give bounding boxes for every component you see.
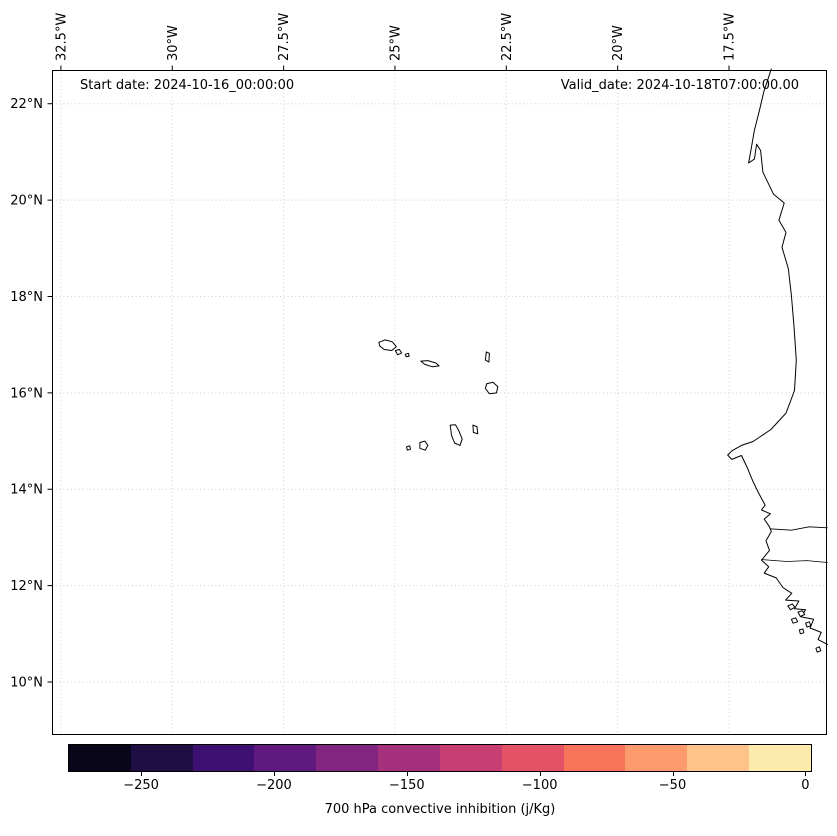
lon-tick-label: 20°W xyxy=(611,25,626,61)
lon-tick-label: 22.5°W xyxy=(500,13,515,61)
coastline-cape-verde-island xyxy=(420,360,440,368)
colorbar-segment xyxy=(749,745,811,771)
lat-tick-label: 10°N xyxy=(10,675,43,690)
colorbar-segment xyxy=(563,745,626,771)
coastline-africa xyxy=(727,68,828,645)
lon-tick-label: 27.5°W xyxy=(277,13,292,61)
lat-tick-label: 22°N xyxy=(10,97,43,112)
colorbar-segment xyxy=(687,745,750,771)
lat-tick-label: 12°N xyxy=(10,579,43,594)
colorbar-tick-label: 0 xyxy=(801,778,810,793)
coastline-cape-verde-island xyxy=(472,424,479,435)
colorbar-segment xyxy=(130,745,193,771)
colorbar-segment xyxy=(378,745,440,771)
lon-tick-label: 30°W xyxy=(166,25,181,61)
colorbar-segment xyxy=(439,745,502,771)
coastline-island xyxy=(787,603,796,611)
coastline-cape-verde-island xyxy=(419,440,429,451)
coastline-cape-verde-island xyxy=(484,381,499,395)
coastline-island xyxy=(797,610,806,617)
colorbar-segment xyxy=(254,745,317,771)
colorbar-label: 700 hPa convective inhibition (j/Kg) xyxy=(324,802,556,817)
colorbar-tickmark xyxy=(805,772,807,776)
coastline-island xyxy=(805,621,812,628)
colorbar-tick-label: −150 xyxy=(388,778,425,793)
colorbar-tick-label: −100 xyxy=(521,778,558,793)
lon-tick-label: 32.5°W xyxy=(54,13,69,61)
coastline-cape-verde-island xyxy=(449,424,463,446)
colorbar-tickmark xyxy=(539,772,541,776)
lat-tick-label: 16°N xyxy=(10,386,43,401)
map-border xyxy=(52,70,827,735)
coastline-cape-verde-island xyxy=(404,352,410,358)
coastline-cape-verde-island xyxy=(406,445,411,451)
lon-tick-label: 17.5°W xyxy=(723,13,738,61)
colorbar-tick-label: −50 xyxy=(658,778,687,793)
colorbar-segment xyxy=(316,745,379,771)
lon-tick-label: 25°W xyxy=(388,25,403,61)
start-date-annotation: Start date: 2024-10-16_00:00:00 xyxy=(80,78,295,93)
colorbar-tick-label: −200 xyxy=(256,778,292,793)
map-canvas: 32.5°W 30°W 27.5°W 25°W 22.5°W 20°W 17.5°W 22°N… xyxy=(10,13,828,735)
colorbar-segment xyxy=(192,745,255,771)
coastline-cape-verde-island xyxy=(394,349,403,356)
lat-tick-label: 14°N xyxy=(10,483,43,498)
coastline-cape-verde-island xyxy=(484,351,490,363)
colorbar-tick-label: −250 xyxy=(123,778,159,793)
colorbar-segment xyxy=(625,745,688,771)
colorbar-tickmark xyxy=(273,772,275,776)
colorbar-tickmark xyxy=(141,772,143,776)
coastline-island xyxy=(798,628,805,635)
colorbar xyxy=(68,744,812,772)
coastline-island xyxy=(815,646,822,653)
coastline-cape-verde-island xyxy=(378,339,397,351)
lat-tick-label: 20°N xyxy=(10,194,43,209)
river-line xyxy=(762,559,828,563)
lat-tick-label: 18°N xyxy=(10,290,43,305)
colorbar-tickmark xyxy=(406,772,408,776)
river-line xyxy=(769,526,828,531)
valid-date-annotation: Valid_date: 2024-10-18T07:00:00.00 xyxy=(560,78,799,93)
coastline-island xyxy=(790,617,799,624)
colorbar-tickmark xyxy=(672,772,674,776)
colorbar-segment xyxy=(69,745,131,771)
colorbar-segment xyxy=(501,745,564,771)
